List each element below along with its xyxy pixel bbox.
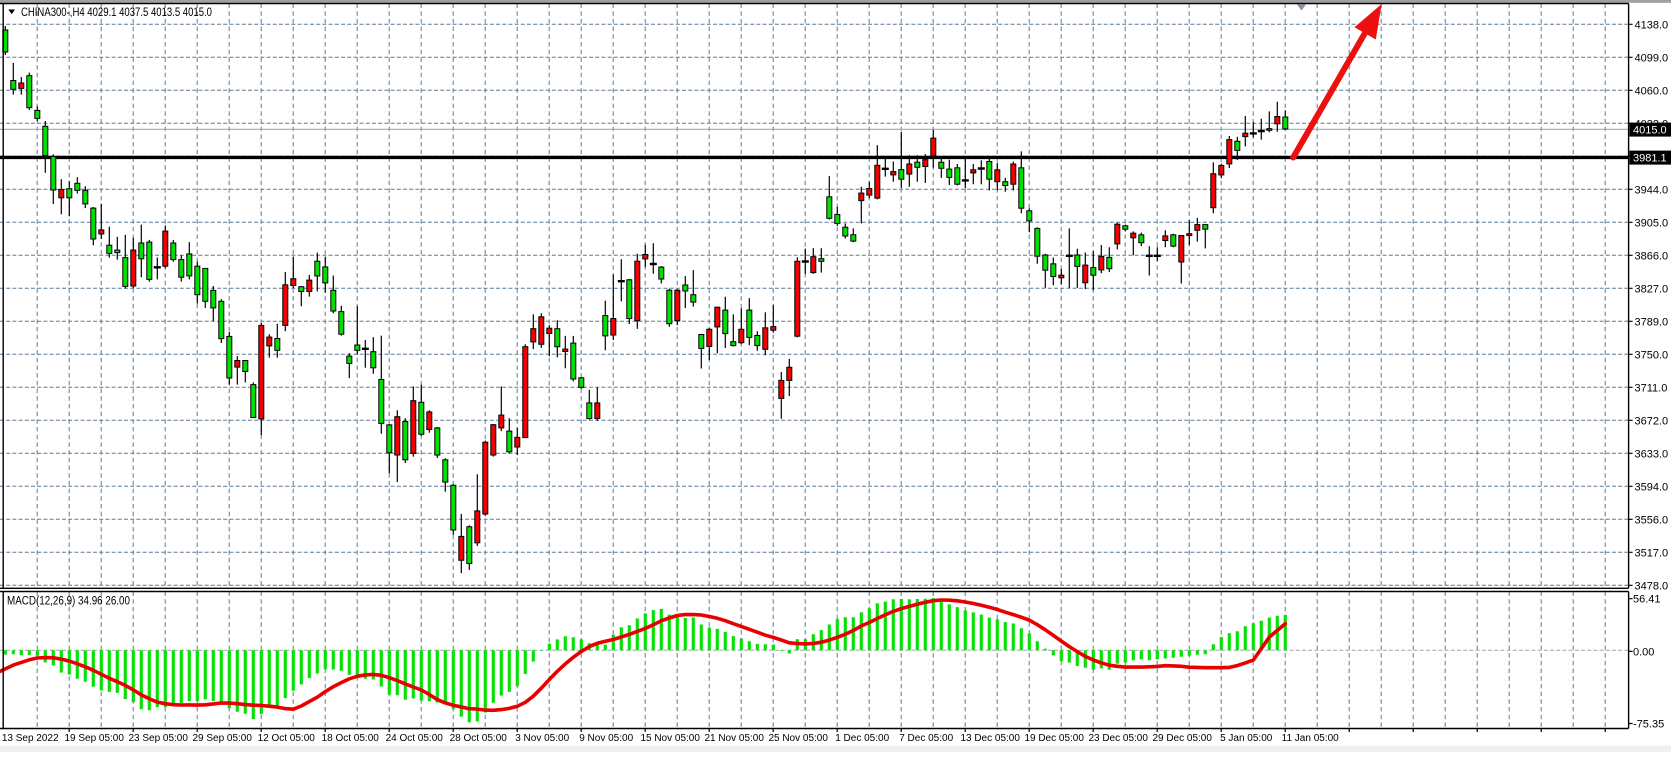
svg-text:1 Dec 05:00: 1 Dec 05:00 [835, 733, 889, 744]
svg-text:0.00: 0.00 [1633, 646, 1654, 658]
svg-text:13 Sep 2022: 13 Sep 2022 [2, 733, 59, 744]
svg-text:3672.0: 3672.0 [1635, 415, 1669, 427]
svg-text:21 Nov 05:00: 21 Nov 05:00 [704, 733, 764, 744]
svg-text:3944.0: 3944.0 [1635, 184, 1669, 196]
svg-text:4015.0: 4015.0 [1633, 125, 1667, 137]
svg-text:3556.0: 3556.0 [1635, 514, 1669, 526]
svg-text:3633.0: 3633.0 [1635, 448, 1669, 460]
svg-text:3905.0: 3905.0 [1635, 217, 1669, 229]
svg-text:3789.0: 3789.0 [1635, 316, 1669, 328]
svg-text:4060.0: 4060.0 [1635, 85, 1669, 97]
svg-text:-75.35: -75.35 [1633, 719, 1664, 731]
svg-text:CHINA300-,H4 4029.1 4037.5 40: CHINA300-,H4 4029.1 4037.5 4013.5 4015.0 [21, 5, 212, 19]
svg-text:23 Dec 05:00: 23 Dec 05:00 [1088, 733, 1148, 744]
svg-text:19 Sep 05:00: 19 Sep 05:00 [64, 733, 124, 744]
svg-text:3827.0: 3827.0 [1635, 283, 1669, 295]
svg-text:9 Nov 05:00: 9 Nov 05:00 [579, 733, 633, 744]
svg-text:18 Oct 05:00: 18 Oct 05:00 [322, 733, 380, 744]
svg-text:29 Dec 05:00: 29 Dec 05:00 [1152, 733, 1212, 744]
svg-text:4138.0: 4138.0 [1635, 19, 1669, 31]
svg-text:24 Oct 05:00: 24 Oct 05:00 [386, 733, 444, 744]
svg-text:3 Nov 05:00: 3 Nov 05:00 [515, 733, 569, 744]
svg-text:3981.1: 3981.1 [1633, 153, 1667, 165]
svg-text:11 Jan 05:00: 11 Jan 05:00 [1282, 733, 1340, 744]
svg-text:3594.0: 3594.0 [1635, 481, 1669, 493]
svg-text:23 Sep 05:00: 23 Sep 05:00 [128, 733, 188, 744]
svg-text:3478.0: 3478.0 [1635, 580, 1669, 592]
svg-text:12 Oct 05:00: 12 Oct 05:00 [258, 733, 316, 744]
svg-text:MACD(12,26,9) 34.96 26.00: MACD(12,26,9) 34.96 26.00 [7, 596, 130, 608]
svg-text:4099.0: 4099.0 [1635, 52, 1669, 64]
svg-text:3711.0: 3711.0 [1635, 382, 1668, 394]
svg-text:19 Dec 05:00: 19 Dec 05:00 [1024, 733, 1084, 744]
svg-text:15 Nov 05:00: 15 Nov 05:00 [640, 733, 700, 744]
svg-text:7 Dec 05:00: 7 Dec 05:00 [899, 733, 953, 744]
svg-text:29 Sep 05:00: 29 Sep 05:00 [192, 733, 252, 744]
svg-text:3517.0: 3517.0 [1635, 547, 1669, 559]
svg-text:13 Dec 05:00: 13 Dec 05:00 [960, 733, 1020, 744]
svg-text:56.41: 56.41 [1633, 594, 1661, 606]
svg-text:25 Nov 05:00: 25 Nov 05:00 [768, 733, 828, 744]
svg-text:3750.0: 3750.0 [1635, 349, 1669, 361]
svg-text:3866.0: 3866.0 [1635, 250, 1669, 262]
svg-text:28 Oct 05:00: 28 Oct 05:00 [450, 733, 508, 744]
svg-text:5 Jan 05:00: 5 Jan 05:00 [1220, 733, 1273, 744]
